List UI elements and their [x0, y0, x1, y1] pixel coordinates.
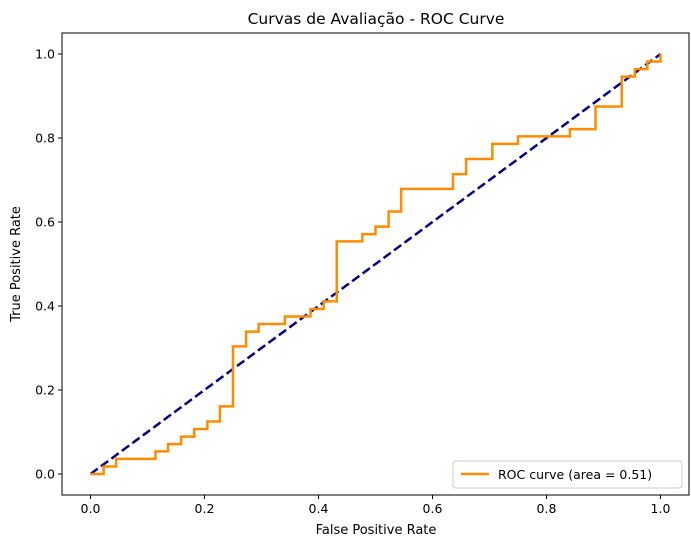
x-tick-label: 0.6 — [423, 501, 443, 516]
roc-curve-line — [90, 54, 662, 476]
y-tick-label: 0.0 — [35, 467, 55, 482]
legend: ROC curve (area = 0.51) — [452, 460, 683, 489]
legend-box — [452, 460, 683, 489]
y-axis-label: True Positive Rate — [9, 206, 24, 323]
y-tick-label: 0.4 — [35, 299, 55, 314]
y-tick-label: 0.8 — [35, 131, 55, 146]
x-tick-label: 0.4 — [309, 501, 329, 516]
y-tick-label: 0.6 — [35, 215, 55, 230]
x-tick-label: 0.0 — [81, 501, 101, 516]
y-tick-label: 1.0 — [35, 47, 55, 62]
y-tick-label: 0.2 — [35, 383, 55, 398]
x-tick-label: 0.2 — [195, 501, 215, 516]
x-axis-label: False Positive Rate — [316, 523, 437, 538]
chart-title: Curvas de Avaliação - ROC Curve — [248, 10, 505, 28]
x-tick-label: 0.8 — [537, 501, 557, 516]
x-axis: 0.0 0.2 0.4 0.6 0.8 1.0 — [81, 495, 671, 516]
chance-diagonal-line — [89, 52, 662, 476]
series-layer — [89, 52, 662, 476]
y-axis: 0.0 0.2 0.4 0.6 0.8 1.0 — [35, 47, 62, 482]
plot-frame — [61, 32, 690, 496]
legend-label-roc: ROC curve (area = 0.51) — [498, 467, 652, 482]
x-tick-label: 1.0 — [651, 501, 671, 516]
